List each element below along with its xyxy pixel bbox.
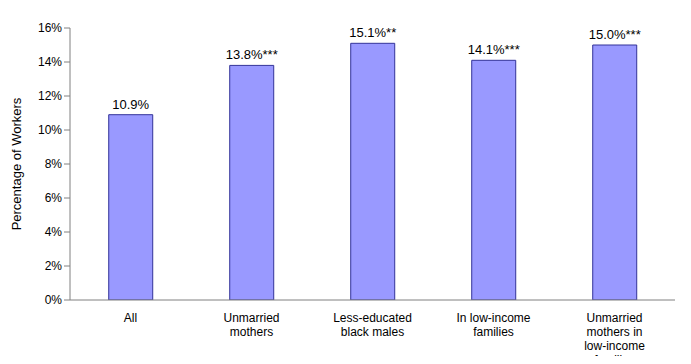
svg-text:6%: 6% — [45, 191, 63, 205]
svg-text:2%: 2% — [45, 259, 63, 273]
svg-text:14%: 14% — [38, 55, 62, 69]
svg-text:8%: 8% — [45, 157, 63, 171]
svg-text:Unmarriedmothers inlow-incomef: Unmarriedmothers inlow-incomefamilies — [584, 311, 645, 356]
svg-text:16%: 16% — [38, 21, 62, 35]
svg-text:Unmarriedmothers: Unmarriedmothers — [223, 311, 279, 339]
svg-text:10%: 10% — [38, 123, 62, 137]
svg-text:Less-educatedblack males: Less-educatedblack males — [333, 311, 412, 339]
svg-text:In low-incomefamilies: In low-incomefamilies — [456, 311, 530, 339]
svg-text:13.8%***: 13.8%*** — [226, 47, 278, 62]
svg-text:Percentage of Workers: Percentage of Workers — [9, 97, 24, 230]
svg-text:14.1%***: 14.1%*** — [468, 42, 520, 57]
svg-text:10.9%: 10.9% — [112, 97, 149, 112]
svg-text:4%: 4% — [45, 225, 63, 239]
svg-text:15.1%**: 15.1%** — [349, 25, 396, 40]
svg-text:12%: 12% — [38, 89, 62, 103]
svg-text:0%: 0% — [45, 293, 63, 307]
svg-text:15.0%***: 15.0%*** — [589, 27, 641, 42]
svg-text:All: All — [124, 311, 137, 325]
